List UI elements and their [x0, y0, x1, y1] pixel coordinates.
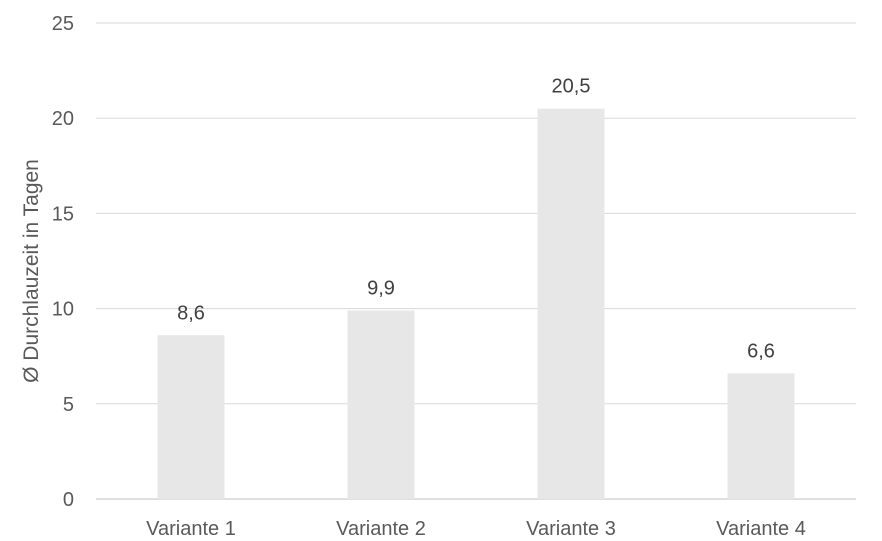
x-tick-label-3: Variante 3: [526, 518, 616, 540]
bar-1: [157, 335, 225, 499]
x-tick-label-1: Variante 1: [146, 518, 236, 540]
y-tick-label: 15: [52, 203, 74, 225]
y-tick-label: 20: [52, 108, 74, 130]
data-labels: 8,6 9,9 20,5 6,6: [177, 76, 775, 363]
bar-3: [537, 108, 605, 500]
x-tick-label-4: Variante 4: [716, 518, 806, 540]
y-tick-label: 0: [63, 489, 74, 511]
y-axis-tick-labels: 0 5 10 15 20 25: [52, 13, 74, 511]
data-label-1: 8,6: [177, 302, 205, 324]
data-label-3: 20,5: [552, 76, 591, 98]
y-axis-title: Ø Durchlauzeit in Tagen: [20, 159, 43, 383]
data-label-2: 9,9: [367, 278, 395, 300]
bars: [157, 108, 795, 500]
data-label-4: 6,6: [747, 340, 775, 362]
bar-2: [347, 310, 415, 499]
x-axis-tick-labels: Variante 1 Variante 2 Variante 3 Variante 4: [146, 518, 806, 540]
y-tick-label: 5: [63, 394, 74, 416]
bar-4: [727, 373, 795, 499]
y-tick-label: 10: [52, 299, 74, 321]
x-tick-label-2: Variante 2: [336, 518, 426, 540]
y-tick-label: 25: [52, 13, 74, 35]
